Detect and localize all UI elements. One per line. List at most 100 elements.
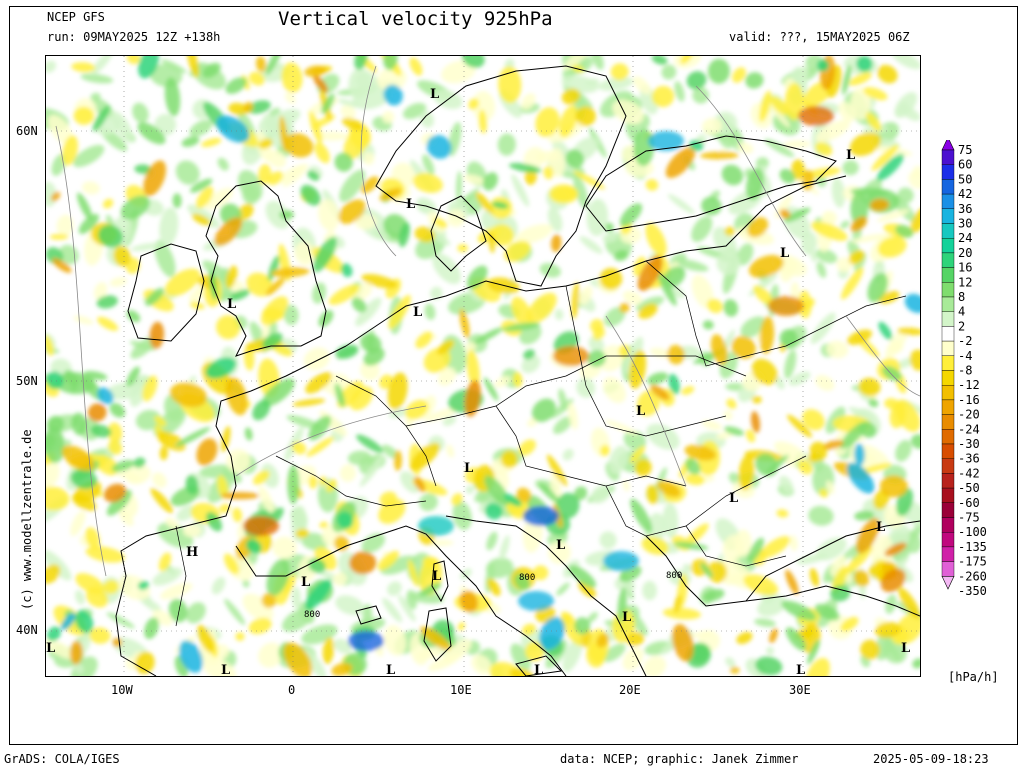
field-blob [682,563,692,573]
field-blob [716,251,741,276]
field-blob [553,186,578,201]
field-blob [335,595,365,616]
field-blob [871,144,899,171]
field-blob [523,349,536,360]
run-info: run: 09MAY2025 12Z +138h [47,30,221,44]
field-blob [558,105,578,138]
field-blob [668,373,680,395]
field-blob [802,409,825,431]
field-blob [568,565,597,588]
field-core [418,516,454,536]
field-blob [673,541,709,550]
field-blob [102,198,114,209]
field-blob [508,163,542,173]
field-blob [879,475,908,498]
field-blob [700,562,713,578]
field-blob [283,642,313,676]
field-blob [643,655,667,676]
legend-swatch [941,311,955,327]
field-blob [351,297,367,313]
field-blob [201,137,222,148]
field-blob [388,408,409,418]
field-blob [779,168,796,184]
field-blob [224,598,246,626]
field-blob [73,144,105,168]
pressure-marks: L L L L L L L L L L L L L L L L L L L L H [46,87,910,676]
field-blob [339,464,357,482]
field-blob [387,372,408,410]
field-blob [485,557,514,579]
legend-level-label: 4 [958,305,965,319]
field-blob [796,553,828,565]
legend-level-label: -16 [958,393,980,407]
field-blob [575,106,596,127]
field-blob [409,442,440,471]
field-blob [457,243,469,253]
field-blob [723,409,733,421]
field-blob [186,56,199,78]
field-blob [119,510,134,527]
field-blob [379,491,397,507]
field-blob [488,232,495,254]
field-blob [471,654,492,675]
field-blob [191,213,211,226]
legend-swatch [941,546,955,562]
field-blob [61,612,76,631]
field-blob [562,448,574,461]
field-blob [313,75,329,93]
chart-title: Vertical velocity 925hPa [278,8,553,30]
lat-lon-grid [46,56,920,676]
field-blob [472,91,496,122]
field-blob [281,608,313,632]
field-blob [854,443,865,466]
field-blob [307,170,320,181]
field-blob [294,241,316,266]
field-blob [624,336,644,374]
field-blob [543,166,554,180]
field-blob [565,149,585,169]
legend-level-label: 24 [958,231,972,245]
field-blob [308,475,318,489]
field-blob [342,117,364,131]
field-blob [622,647,644,671]
field-blob [686,71,707,90]
field-blob [107,422,123,444]
field-blob [46,626,61,642]
field-blob [706,298,723,314]
field-core [553,346,589,366]
field-blob [133,457,146,468]
field-blob [258,138,273,149]
field-blob [354,214,377,230]
legend-level-label: -12 [958,378,980,392]
field-blob [49,233,69,240]
legend-level-label: -100 [958,525,987,539]
legend-unit: [hPa/h] [948,670,999,684]
field-blob [417,200,430,213]
field-blob [561,75,599,94]
field-blob [249,71,265,86]
field-blob [93,282,108,301]
field-blob [853,570,870,587]
field-blob [98,224,124,248]
field-blob [247,100,271,114]
field-blob [382,110,395,124]
field-blob [651,56,668,65]
field-blob [164,77,181,117]
field-blob [134,164,152,174]
field-blob [405,399,429,420]
field-blob [103,483,127,503]
low-pressure-mark: L [301,575,310,590]
field-blob [840,616,859,632]
legend-level-label: -42 [958,466,980,480]
field-blob [877,236,907,258]
field-blob [563,56,592,71]
field-blob [848,250,865,265]
field-blob [216,115,250,143]
field-blob [393,450,403,472]
field-blob [599,444,610,457]
plot-frame [9,6,1018,745]
field-blob [571,282,580,319]
field-blob [349,551,377,575]
field-blob [912,658,920,669]
field-blob [645,179,659,191]
